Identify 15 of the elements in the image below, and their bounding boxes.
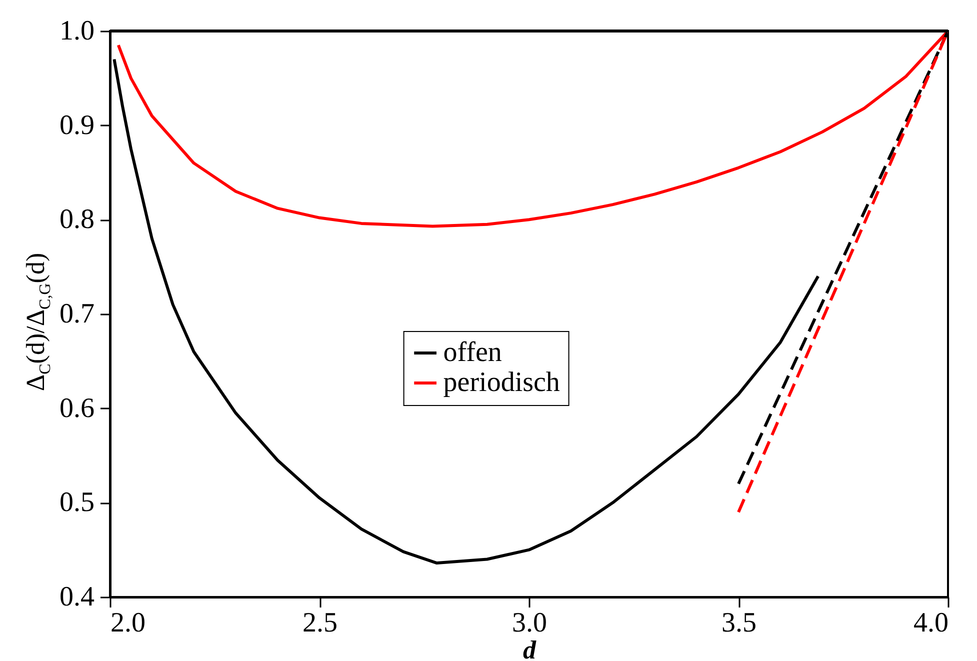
legend-label: offen — [443, 336, 502, 368]
y-tick-label: 0.6 — [60, 392, 94, 424]
x-tick-label: 2.5 — [302, 608, 338, 638]
y-tick-label: 0.5 — [60, 487, 94, 518]
y-tick-label: 0.7 — [60, 298, 94, 330]
x-tick-label: 3.5 — [722, 608, 756, 638]
y-tick-label: 1.0 — [60, 16, 94, 46]
x-tick-label: 2.0 — [110, 608, 146, 638]
x-tick-label: 4.0 — [914, 608, 948, 638]
x-axis-title: d — [523, 636, 537, 661]
x-tick-label: 3.0 — [512, 608, 547, 638]
y-tick-label: 0.4 — [60, 582, 94, 612]
legend-label: periodisch — [443, 366, 560, 398]
y-tick-label: 0.8 — [60, 204, 94, 236]
y-tick-label: 0.9 — [60, 110, 94, 141]
